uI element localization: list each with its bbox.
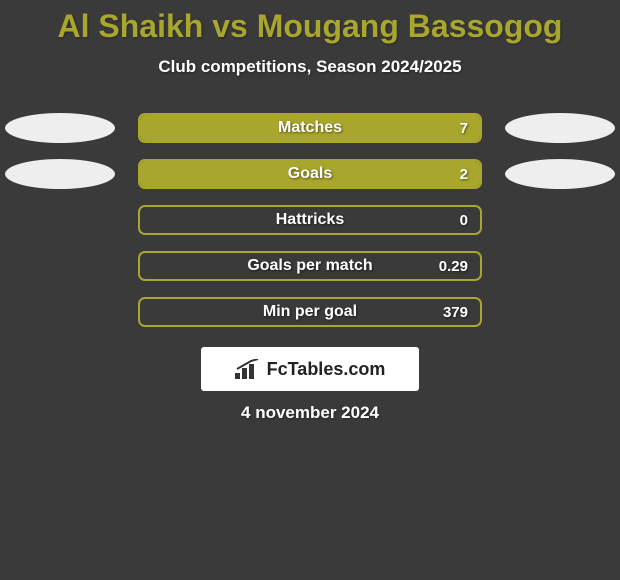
- stat-value: 7: [460, 120, 468, 137]
- stat-bar: Goals2: [138, 159, 482, 189]
- stat-value: 0.29: [439, 258, 468, 275]
- stat-value: 0: [460, 212, 468, 229]
- comparison-container: Al Shaikh vs Mougang Bassogog Club compe…: [0, 0, 620, 580]
- stats-rows: Matches7Goals2Hattricks0Goals per match0…: [0, 105, 620, 335]
- stat-row: Matches7: [0, 105, 620, 151]
- stat-bar: Hattricks0: [138, 205, 482, 235]
- player-left-indicator: [5, 159, 115, 189]
- chart-icon: [235, 359, 261, 379]
- stat-value: 379: [443, 304, 468, 321]
- logo-text: FcTables.com: [267, 359, 386, 380]
- player-right-indicator: [505, 113, 615, 143]
- stat-bar: Matches7: [138, 113, 482, 143]
- stat-bar: Min per goal379: [138, 297, 482, 327]
- stat-row: Goals2: [0, 151, 620, 197]
- date-line: 4 november 2024: [0, 403, 620, 423]
- stat-label: Goals per match: [140, 257, 480, 275]
- stat-value: 2: [460, 166, 468, 183]
- player-left-indicator: [5, 113, 115, 143]
- stat-bar: Goals per match0.29: [138, 251, 482, 281]
- stat-row: Goals per match0.29: [0, 243, 620, 289]
- stat-label: Goals: [140, 165, 480, 183]
- stat-row: Hattricks0: [0, 197, 620, 243]
- page-title: Al Shaikh vs Mougang Bassogog: [0, 8, 620, 45]
- subtitle: Club competitions, Season 2024/2025: [0, 57, 620, 77]
- stat-row: Min per goal379: [0, 289, 620, 335]
- player-right-indicator: [505, 159, 615, 189]
- stat-label: Hattricks: [140, 211, 480, 229]
- stat-label: Matches: [140, 119, 480, 137]
- stat-label: Min per goal: [140, 303, 480, 321]
- logo-box: FcTables.com: [201, 347, 419, 391]
